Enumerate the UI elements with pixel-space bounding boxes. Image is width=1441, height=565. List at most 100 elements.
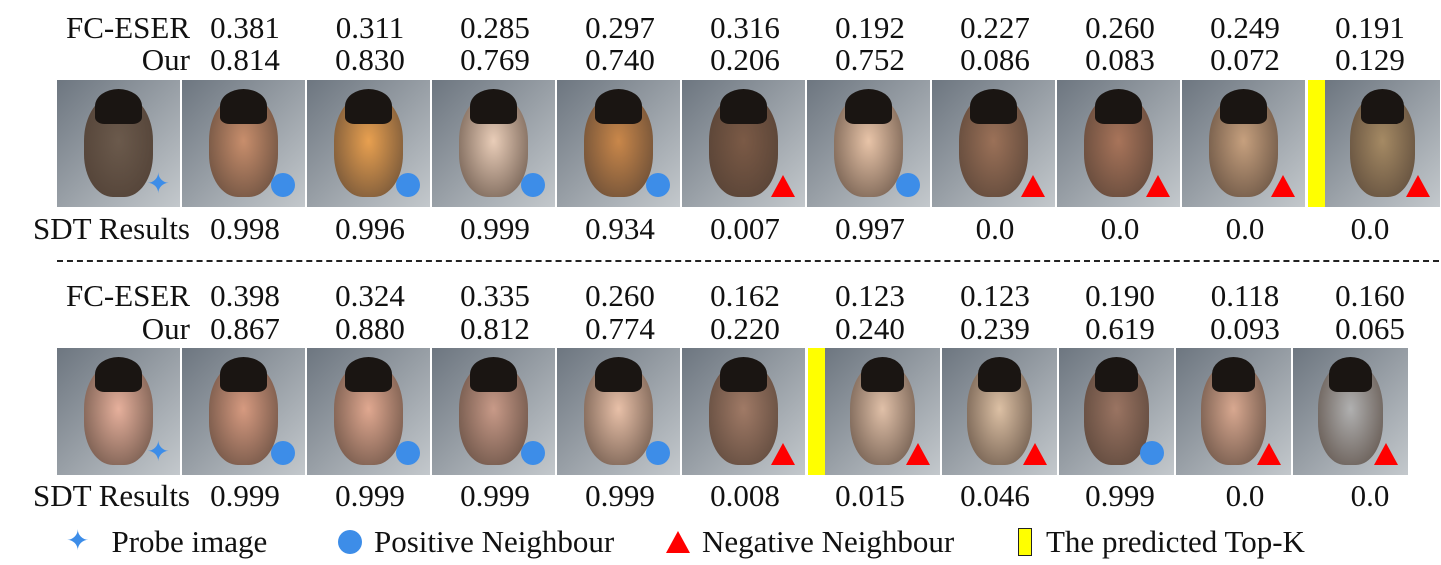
score-fc: 0.398 xyxy=(210,278,280,313)
label-fc: FC-ESER xyxy=(65,278,190,313)
face xyxy=(459,89,528,197)
circle-icon xyxy=(338,530,362,554)
hair xyxy=(220,357,267,392)
score-fc: 0.285 xyxy=(460,10,530,45)
score-our: 0.065 xyxy=(1335,311,1405,346)
face xyxy=(709,357,778,465)
neighbour-face-image xyxy=(432,348,555,475)
face xyxy=(967,357,1032,465)
score-sdt: 0.997 xyxy=(835,211,905,246)
score-sdt: 0.0 xyxy=(1100,211,1140,246)
score-sdt: 0.934 xyxy=(585,211,655,246)
score-sdt: 0.015 xyxy=(835,478,905,513)
neighbour-face-image xyxy=(1182,80,1305,207)
face xyxy=(850,357,915,465)
circle-icon xyxy=(396,441,420,465)
neighbour-face-image xyxy=(682,80,805,207)
score-our: 0.086 xyxy=(960,42,1030,77)
circle-icon xyxy=(396,173,420,197)
hair xyxy=(1220,89,1267,124)
circle-icon xyxy=(521,441,545,465)
triangle-icon xyxy=(771,443,795,465)
score-sdt: 0.0 xyxy=(1350,211,1390,246)
face xyxy=(959,89,1028,197)
hair xyxy=(95,89,142,124)
neighbour-face-image xyxy=(1325,80,1440,207)
triangle-icon xyxy=(1374,443,1398,465)
hair xyxy=(220,89,267,124)
score-our: 0.239 xyxy=(960,311,1030,346)
score-our: 0.752 xyxy=(835,42,905,77)
score-sdt: 0.008 xyxy=(710,478,780,513)
neighbour-face-image xyxy=(432,80,555,207)
hair xyxy=(345,89,392,124)
hair xyxy=(860,357,905,392)
triangle-icon xyxy=(1021,175,1045,197)
hair xyxy=(1211,357,1256,392)
hair xyxy=(1360,89,1405,124)
triangle-icon xyxy=(666,531,690,553)
neighbour-face-image xyxy=(182,348,305,475)
neighbour-face-image xyxy=(807,80,930,207)
triangle-icon xyxy=(1146,175,1170,197)
triangle-icon xyxy=(1271,175,1295,197)
score-fc: 0.335 xyxy=(460,278,530,313)
legend-probe-label: Probe image xyxy=(111,524,268,559)
score-sdt: 0.998 xyxy=(210,211,280,246)
neighbour-face-image xyxy=(307,348,430,475)
row-divider xyxy=(57,260,1439,262)
score-sdt: 0.999 xyxy=(585,478,655,513)
face xyxy=(334,357,403,465)
score-fc: 0.297 xyxy=(585,10,655,45)
score-sdt: 0.0 xyxy=(1225,211,1265,246)
triangle-icon xyxy=(906,443,930,465)
score-our: 0.072 xyxy=(1210,42,1280,77)
circle-icon xyxy=(896,173,920,197)
triangle-icon xyxy=(771,175,795,197)
neighbour-face-image xyxy=(682,348,805,475)
label-sdt: SDT Results xyxy=(32,478,190,513)
face xyxy=(334,89,403,197)
face xyxy=(834,89,903,197)
score-fc: 0.123 xyxy=(835,278,905,313)
neighbour-face-image xyxy=(932,80,1055,207)
score-fc: 0.162 xyxy=(710,278,780,313)
hair xyxy=(970,89,1017,124)
face xyxy=(1350,89,1415,197)
neighbour-face-image xyxy=(1176,348,1291,475)
score-sdt: 0.999 xyxy=(210,478,280,513)
yellow-bar-icon xyxy=(1018,528,1032,556)
triangle-icon xyxy=(1023,443,1047,465)
score-sdt: 0.999 xyxy=(335,478,405,513)
neighbour-face-image xyxy=(1293,348,1408,475)
score-our: 0.083 xyxy=(1085,42,1155,77)
face xyxy=(209,357,278,465)
score-fc: 0.249 xyxy=(1210,10,1280,45)
probe-face-image: ✦ xyxy=(57,80,180,207)
face xyxy=(1209,89,1278,197)
circle-icon xyxy=(271,173,295,197)
neighbour-face-image xyxy=(825,348,940,475)
hair xyxy=(95,357,142,392)
hair xyxy=(470,357,517,392)
topk-bar xyxy=(808,348,825,475)
star-icon: ✦ xyxy=(146,169,170,200)
face xyxy=(1201,357,1266,465)
hair xyxy=(345,357,392,392)
face xyxy=(584,89,653,197)
label-our: Our xyxy=(141,311,190,346)
score-our: 0.740 xyxy=(585,42,655,77)
neighbour-face-image xyxy=(1059,348,1174,475)
score-our: 0.093 xyxy=(1210,311,1280,346)
hair xyxy=(845,89,892,124)
hair xyxy=(1094,357,1139,392)
face xyxy=(459,357,528,465)
score-our: 0.240 xyxy=(835,311,905,346)
score-fc: 0.160 xyxy=(1335,278,1405,313)
neighbour-face-image xyxy=(307,80,430,207)
score-sdt: 0.999 xyxy=(1085,478,1155,513)
score-fc: 0.191 xyxy=(1335,10,1405,45)
score-fc: 0.227 xyxy=(960,10,1030,45)
score-our: 0.830 xyxy=(335,42,405,77)
face xyxy=(84,89,153,197)
